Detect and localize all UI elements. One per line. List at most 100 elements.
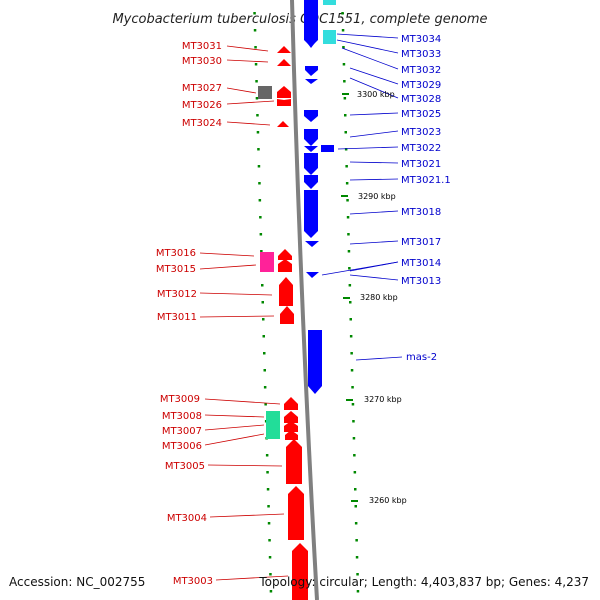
gene-MT3030-shape[interactable] <box>277 59 291 66</box>
gene-label-MT3033[interactable]: MT3033 <box>401 49 441 60</box>
guide-dot-left <box>263 352 266 355</box>
gene-label-MT3006[interactable]: MT3006 <box>162 441 202 452</box>
gene-MT3034-shape[interactable] <box>304 0 318 47</box>
guide-dot-right <box>344 114 347 117</box>
guide-dot-left <box>269 590 273 593</box>
gene-label-MT3013[interactable]: MT3013 <box>401 276 441 287</box>
gene-label-MT3004[interactable]: MT3004 <box>167 513 207 524</box>
gene-MT3026-shape[interactable] <box>277 99 291 106</box>
gene-label-MT3009[interactable]: MT3009 <box>160 394 200 405</box>
gene-MT3003-shape[interactable] <box>292 543 308 600</box>
gene-label-MT3007[interactable]: MT3007 <box>162 426 202 437</box>
gene-label-MT3024[interactable]: MT3024 <box>182 118 222 129</box>
guide-dot-right <box>351 403 355 406</box>
map-title: Mycobacterium tuberculosis CDC1551, comp… <box>112 12 487 27</box>
gene-label-MT3030[interactable]: MT3030 <box>182 56 222 67</box>
guide-dot-right <box>353 471 357 474</box>
gene-label-MT3021[interactable]: MT3021 <box>401 159 441 170</box>
gene-label-MT3031[interactable]: MT3031 <box>182 41 222 52</box>
gene-MT3022-shape[interactable] <box>321 145 334 152</box>
guide-dot-right <box>349 318 352 321</box>
cyan-feature-top[interactable] <box>323 0 336 5</box>
gene-MT3006-shape[interactable] <box>285 430 298 440</box>
guide-dot-right <box>342 46 345 49</box>
guide-dot-left <box>257 165 261 168</box>
forward-gene-labels: MT3031 MT3030 MT3027 MT3026 MT3024 MT301… <box>156 41 222 587</box>
gene-label-MT3008[interactable]: MT3008 <box>162 411 202 422</box>
guide-dot-right <box>347 233 350 236</box>
gene-MT3015-shape[interactable] <box>278 259 292 272</box>
gene-MT3009-shape[interactable] <box>284 397 298 410</box>
gene-mas-2-shape[interactable] <box>308 330 322 394</box>
guide-dot-right <box>354 505 357 508</box>
guide-dot-left <box>258 182 261 185</box>
guide-dot-right <box>356 590 360 593</box>
guide-dot-right <box>353 454 356 457</box>
scale-label-3300: 3300 kbp <box>357 90 395 99</box>
gene-label-MT3005[interactable]: MT3005 <box>165 461 205 472</box>
gene-MT3016-shape[interactable] <box>278 249 292 260</box>
guide-dot-left <box>267 522 271 525</box>
guide-dot-left <box>253 12 256 15</box>
guide-dot-left <box>266 488 270 491</box>
gene-label-MT3025[interactable]: MT3025 <box>401 109 441 120</box>
gene-MT3004-shape[interactable] <box>288 486 304 540</box>
gene-label-MT3014[interactable]: MT3014 <box>401 258 441 269</box>
guide-dot-right <box>342 63 346 66</box>
gene-MT3021.1-shape[interactable] <box>304 175 318 189</box>
gene-label-mas-2[interactable]: mas-2 <box>406 352 437 363</box>
gene-label-MT3029[interactable]: MT3029 <box>401 80 441 91</box>
gene-label-MT3015[interactable]: MT3015 <box>156 264 196 275</box>
gene-label-MT3026[interactable]: MT3026 <box>182 100 222 111</box>
gene-label-MT3018[interactable]: MT3018 <box>401 207 441 218</box>
reverse-gene-shapes <box>304 0 334 394</box>
gene-label-MT3034[interactable]: MT3034 <box>401 34 441 45</box>
gene-label-MT3028[interactable]: MT3028 <box>401 94 441 105</box>
gene-MT3021-shape[interactable] <box>304 153 318 175</box>
gene-MT3008-shape[interactable] <box>284 411 298 423</box>
gene-MT3024-shape[interactable] <box>277 121 289 127</box>
gene-MT3033-shape[interactable] <box>305 40 317 48</box>
gene-MT3027-shape[interactable] <box>277 86 291 98</box>
gene-MT3007-shape[interactable] <box>284 421 298 432</box>
gene-label-MT3032[interactable]: MT3032 <box>401 65 441 76</box>
guide-dot-right <box>347 250 351 253</box>
guide-dot-left <box>268 539 271 542</box>
guide-dot-right <box>346 199 349 202</box>
guide-dot-left <box>256 114 259 117</box>
gene-MT3017-shape[interactable] <box>305 241 319 247</box>
cyan-feature[interactable] <box>323 30 336 44</box>
gene-MT3031-shape[interactable] <box>277 46 291 53</box>
guide-dot-left <box>267 505 270 508</box>
gene-label-MT3027[interactable]: MT3027 <box>182 83 222 94</box>
guide-dot-right <box>350 352 353 355</box>
gene-MT3028-shape[interactable] <box>305 79 318 84</box>
guide-dot-right <box>343 97 347 100</box>
gene-MT3023-shape[interactable] <box>304 129 318 146</box>
gene-MT3012-shape[interactable] <box>279 277 293 306</box>
gene-label-MT3017[interactable]: MT3017 <box>401 237 441 248</box>
guide-dot-right <box>349 335 353 338</box>
gene-MT3005-shape[interactable] <box>286 439 302 484</box>
gene-MT3013-shape[interactable] <box>306 272 319 278</box>
gray-feature[interactable] <box>258 86 272 99</box>
teal-feature[interactable] <box>266 411 280 439</box>
scale-label-3270: 3270 kbp <box>364 395 402 404</box>
guide-dot-right <box>341 29 345 32</box>
magenta-feature[interactable] <box>260 252 274 272</box>
guide-dot-left <box>258 199 262 202</box>
gene-label-MT3022[interactable]: MT3022 <box>401 143 441 154</box>
gene-MT3018-shape[interactable] <box>304 190 318 238</box>
guide-dot-left <box>255 97 259 100</box>
gene-label-MT3016[interactable]: MT3016 <box>156 248 196 259</box>
gene-label-MT3012[interactable]: MT3012 <box>157 289 197 300</box>
gene-label-MT3003[interactable]: MT3003 <box>173 576 213 587</box>
gene-MT3025-shape[interactable] <box>304 110 318 122</box>
gene-label-MT3011[interactable]: MT3011 <box>157 312 197 323</box>
gene-MT3032-shape[interactable] <box>305 66 318 76</box>
gene-MT3022b-shape[interactable] <box>304 146 318 152</box>
gene-label-MT3021.1[interactable]: MT3021.1 <box>401 175 451 186</box>
gene-MT3011-shape[interactable] <box>280 306 294 324</box>
reverse-gene-labels: MT3034 MT3033 MT3032 MT3029 MT3028 MT302… <box>401 34 451 363</box>
gene-label-MT3023[interactable]: MT3023 <box>401 127 441 138</box>
